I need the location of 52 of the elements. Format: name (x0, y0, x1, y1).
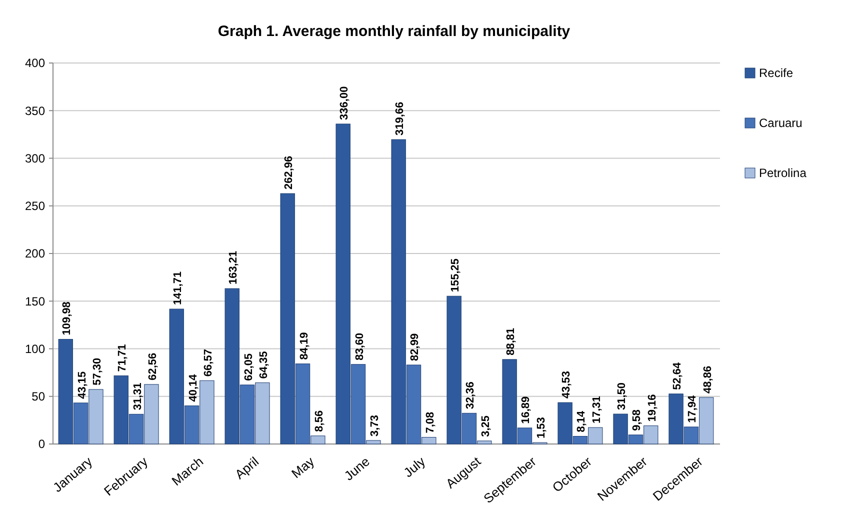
data-label: 62,05 (242, 353, 255, 381)
data-label: 262,96 (283, 156, 296, 190)
y-tick-label: 150 (24, 294, 46, 308)
data-label: 141,71 (172, 271, 184, 306)
data-label: 163,21 (228, 250, 240, 285)
y-tick-label: 350 (24, 104, 46, 118)
data-label: 3,25 (480, 415, 492, 437)
data-label: 84,19 (298, 332, 310, 360)
y-tick-label: 100 (24, 342, 46, 356)
data-label: 62,56 (146, 352, 159, 380)
data-label: 64,35 (258, 351, 270, 379)
y-tick-label: 300 (24, 151, 46, 166)
data-label: 336,00 (338, 86, 351, 120)
data-label: 57,30 (91, 358, 104, 386)
data-label: 8,14 (576, 410, 588, 432)
x-tick-label: June (341, 454, 373, 484)
legend-label: Caruaru (759, 116, 802, 130)
data-label: 32,36 (464, 382, 477, 410)
legend-label: Recife (759, 66, 794, 80)
data-label: 52,64 (672, 361, 684, 390)
data-label: 8,56 (313, 410, 326, 432)
data-label: 16,89 (520, 396, 532, 424)
data-label: 1,53 (535, 417, 548, 439)
chart-title: Graph 1. Average monthly rainfall by municipality (218, 23, 571, 40)
y-tick-label: 250 (24, 199, 46, 214)
data-label: 319,66 (394, 102, 406, 136)
y-tick-label: 200 (24, 246, 46, 261)
y-tick-label: 0 (38, 437, 46, 452)
x-tick-label: July (400, 453, 428, 480)
data-label: 88,81 (505, 328, 518, 356)
x-tick-label: May (288, 453, 318, 482)
data-label: 66,57 (202, 349, 214, 377)
data-label: 9,58 (631, 409, 644, 431)
data-label: 17,94 (686, 394, 699, 423)
data-label: 3,73 (368, 415, 381, 436)
data-label: 7,08 (424, 412, 436, 434)
y-tick-label: 400 (24, 56, 46, 70)
data-label: 40,14 (187, 373, 200, 402)
y-tick-label: 50 (32, 390, 46, 404)
data-label: 109,98 (61, 302, 74, 336)
data-label: 43,53 (560, 371, 573, 399)
data-label: 19,16 (646, 394, 658, 422)
data-label: 155,25 (450, 258, 462, 292)
data-label: 71,71 (116, 344, 129, 372)
data-label: 31,31 (132, 382, 144, 410)
data-label: 83,60 (354, 332, 366, 360)
data-label: 17,31 (590, 396, 603, 424)
data-label: 48,86 (702, 366, 714, 394)
data-label: 82,99 (409, 333, 422, 361)
data-label: 43,15 (76, 371, 88, 399)
data-label: 31,50 (616, 382, 628, 410)
legend-label: Petrolina (759, 166, 807, 180)
